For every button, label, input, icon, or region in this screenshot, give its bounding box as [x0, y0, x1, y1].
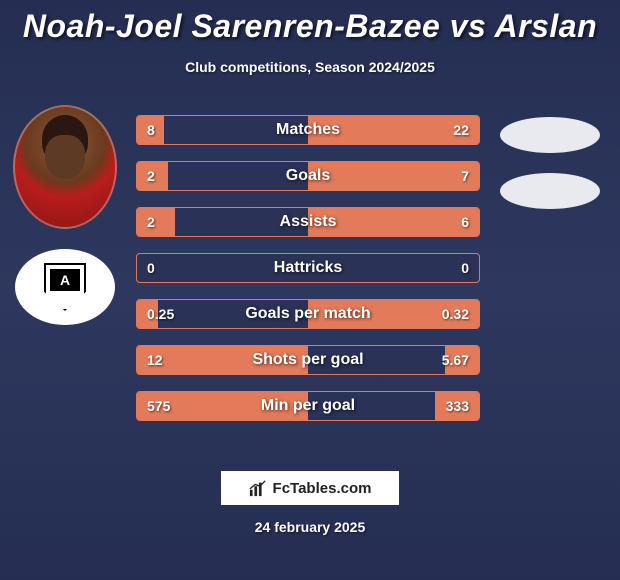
value-left: 12	[147, 352, 163, 368]
fill-right	[308, 162, 479, 190]
player1-club-logo: A	[15, 249, 115, 325]
stat-row: 0 0 Hattricks	[136, 253, 480, 283]
value-right: 333	[446, 398, 469, 414]
player1-photo	[13, 105, 117, 229]
shield-letter: A	[50, 269, 80, 291]
value-left: 575	[147, 398, 170, 414]
player2-club-placeholder	[500, 173, 600, 209]
stat-row: 2 6 Assists	[136, 207, 480, 237]
metric-label: Hattricks	[274, 259, 342, 277]
stat-row: 8 22 Matches	[136, 115, 480, 145]
value-right: 7	[461, 168, 469, 184]
stat-row: 2 7 Goals	[136, 161, 480, 191]
subtitle: Club competitions, Season 2024/2025	[0, 59, 620, 75]
footer-brand: FcTables.com	[221, 471, 399, 505]
shield-icon: A	[44, 263, 86, 311]
metric-label: Goals per match	[245, 305, 370, 323]
value-left: 0.25	[147, 306, 174, 322]
value-right: 22	[453, 122, 469, 138]
metric-label: Matches	[276, 121, 340, 139]
value-right: 5.67	[442, 352, 469, 368]
value-right: 0.32	[442, 306, 469, 322]
right-column	[490, 117, 610, 209]
value-right: 0	[461, 260, 469, 276]
value-right: 6	[461, 214, 469, 230]
metric-label: Assists	[280, 213, 337, 231]
player2-photo-placeholder	[500, 117, 600, 153]
stat-row: 12 5.67 Shots per goal	[136, 345, 480, 375]
value-left: 0	[147, 260, 155, 276]
metric-label: Shots per goal	[252, 351, 363, 369]
comparison-content: A 822Matches27Goals26Assists00Hattricks0…	[0, 105, 620, 445]
stat-row: 0.25 0.32 Goals per match	[136, 299, 480, 329]
left-column: A	[10, 105, 120, 325]
fill-left	[137, 208, 175, 236]
page-title: Noah-Joel Sarenren-Bazee vs Arslan	[0, 0, 620, 45]
metric-label: Min per goal	[261, 397, 355, 415]
footer-brand-text: FcTables.com	[273, 480, 372, 497]
value-left: 2	[147, 214, 155, 230]
metric-label: Goals	[286, 167, 330, 185]
stat-row: 575 333 Min per goal	[136, 391, 480, 421]
chart-icon	[249, 479, 267, 497]
date-text: 24 february 2025	[0, 519, 620, 535]
value-left: 8	[147, 122, 155, 138]
value-left: 2	[147, 168, 155, 184]
stat-bars: 8 22 Matches 2 7 Goals 2 6 Assists 0 0 Hattricks 0.2…	[136, 115, 480, 421]
